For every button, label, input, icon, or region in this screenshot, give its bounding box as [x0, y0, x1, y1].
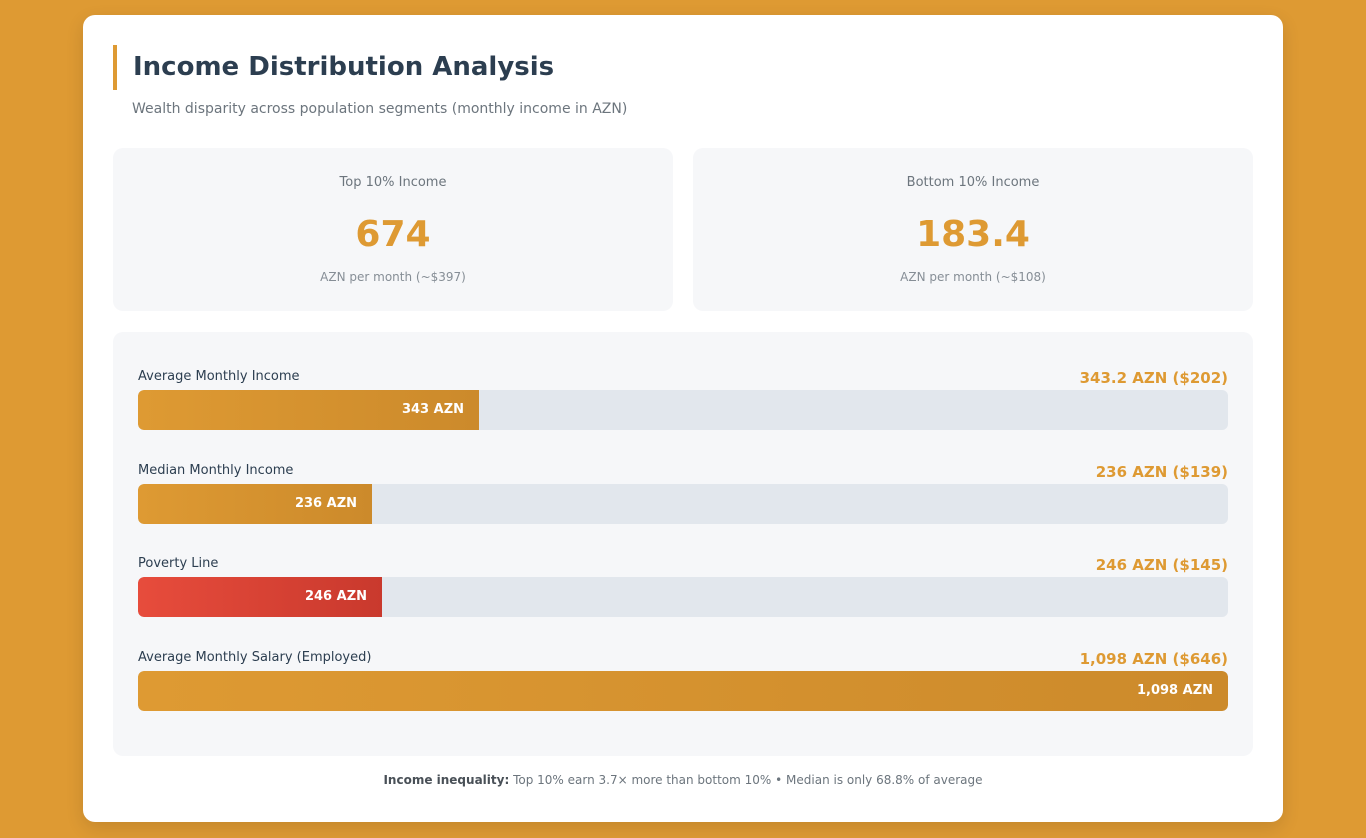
bar-median-income: 236 AZN [138, 484, 372, 524]
page-subtitle: Wealth disparity across population segme… [132, 101, 628, 117]
bar-category-label: Average Monthly Salary (Employed) [138, 650, 372, 665]
footer-text: Top 10% earn 3.7× more than bottom 10% •… [509, 773, 983, 787]
bar-value-label: 1,098 AZN ($646) [1079, 650, 1228, 668]
bar-track: 343 AZN [138, 390, 1228, 430]
page-title: Income Distribution Analysis [133, 52, 555, 82]
stat-value: 674 [355, 214, 431, 255]
bar-average-income: 343 AZN [138, 390, 479, 430]
stat-card-bottom-10: Bottom 10% Income 183.4 AZN per month (~… [693, 148, 1253, 311]
bar-track: 236 AZN [138, 484, 1228, 524]
stat-label: Bottom 10% Income [906, 175, 1040, 190]
bar-category-label: Average Monthly Income [138, 369, 300, 384]
stat-subtext: AZN per month (~$108) [900, 270, 1046, 284]
title-accent: Income Distribution Analysis [113, 45, 554, 90]
bar-category-label: Poverty Line [138, 556, 219, 571]
stat-subtext: AZN per month (~$397) [320, 270, 466, 284]
chart-card: Income Distribution Analysis Wealth disp… [83, 15, 1283, 822]
stat-card-top-10: Top 10% Income 674 AZN per month (~$397) [113, 148, 673, 311]
stat-value: 183.4 [916, 214, 1030, 255]
footer-note: Income inequality: Top 10% earn 3.7× mor… [83, 773, 1283, 787]
bar-chart-panel: Average Monthly Income 343.2 AZN ($202) … [113, 332, 1253, 756]
bar-value-label: 246 AZN ($145) [1095, 556, 1228, 574]
bar-average-salary: 1,098 AZN [138, 671, 1228, 711]
bar-value-label: 343.2 AZN ($202) [1079, 369, 1228, 387]
bar-track: 246 AZN [138, 577, 1228, 617]
bar-poverty-line: 246 AZN [138, 577, 382, 617]
bar-category-label: Median Monthly Income [138, 463, 294, 478]
stat-label: Top 10% Income [339, 175, 447, 190]
footer-label: Income inequality: [383, 773, 510, 787]
bar-track: 1,098 AZN [138, 671, 1228, 711]
bar-value-label: 236 AZN ($139) [1095, 463, 1228, 481]
